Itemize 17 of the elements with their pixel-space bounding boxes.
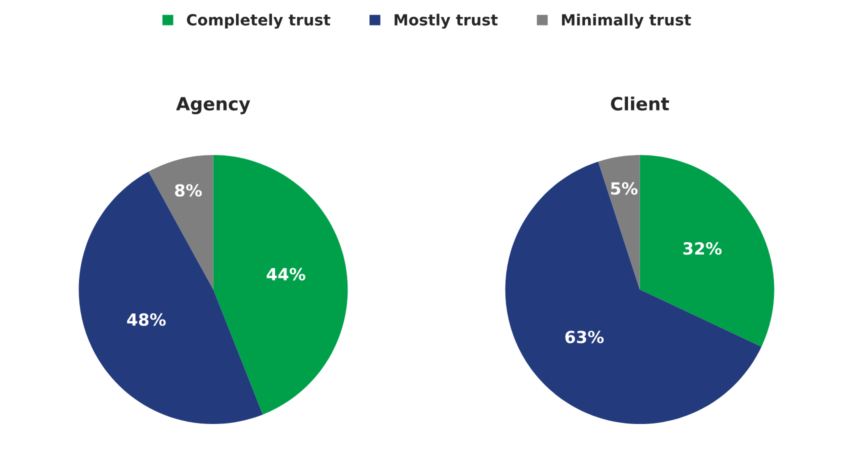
legend-label: Minimally trust <box>562 14 691 29</box>
chart-title: Client <box>610 96 670 111</box>
data-label: 44% <box>266 268 306 281</box>
data-label: 63% <box>565 330 604 344</box>
data-label: 32% <box>683 242 722 255</box>
pie-slice <box>213 155 348 415</box>
pie-slice <box>78 172 263 424</box>
pie-slice <box>598 155 640 290</box>
legend-label: Completely trust <box>186 14 330 29</box>
text: Agency <box>176 97 250 114</box>
data-label: 5% <box>611 182 638 195</box>
pie-slice <box>505 162 762 424</box>
pie-slice <box>148 155 214 290</box>
legend-label: Mostly trust <box>394 14 498 29</box>
data-label: 8% <box>175 184 202 197</box>
data-label: 48% <box>127 313 166 326</box>
pie-slice <box>640 155 774 347</box>
